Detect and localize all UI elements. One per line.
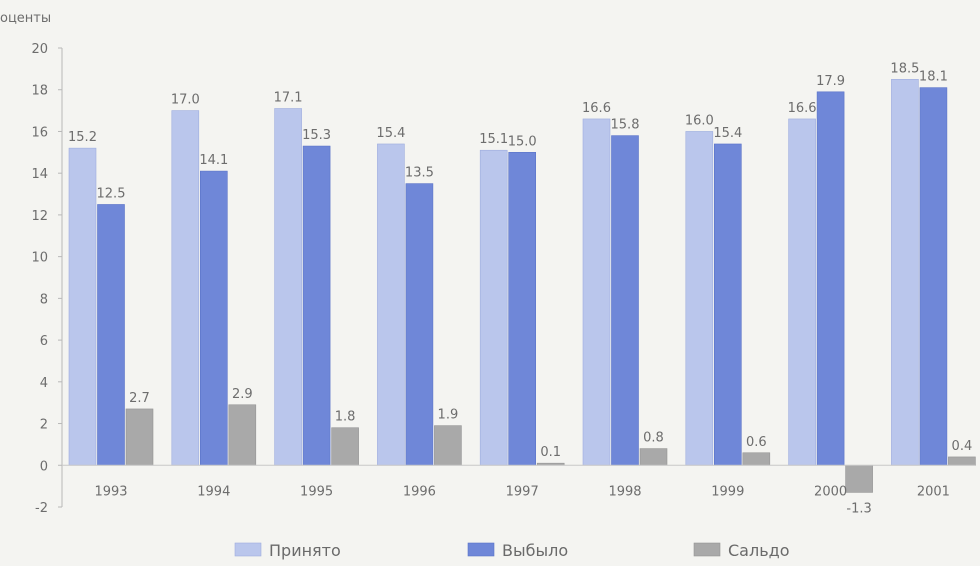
bar-prinyato	[788, 118, 816, 466]
data-label: 15.8	[611, 118, 640, 133]
data-label: 0.1	[540, 445, 561, 460]
bar-saldo	[331, 427, 359, 466]
data-label: 15.4	[713, 126, 742, 141]
bar-prinyato	[479, 149, 508, 466]
bar-saldo	[742, 452, 771, 466]
legend-swatch	[693, 542, 721, 557]
legend-label: Сальдо	[728, 541, 789, 560]
x-tick-label: 2001	[917, 484, 950, 499]
bar-prinyato	[274, 108, 302, 466]
data-label: 15.0	[508, 134, 537, 149]
data-label: 2.9	[232, 387, 253, 402]
x-tick-label: 1998	[608, 484, 641, 499]
bar-vybylo	[405, 183, 434, 466]
x-tick-label: 1997	[506, 484, 539, 499]
data-label: 0.8	[643, 431, 664, 446]
x-tick-label: 1995	[300, 484, 333, 499]
bar-prinyato	[68, 147, 97, 466]
data-label: 17.9	[816, 74, 845, 89]
bar-vybylo	[302, 145, 331, 466]
data-label: 18.1	[919, 70, 948, 85]
y-axis: -2 0 2 4 6 8 10 12 14 16 18 20	[31, 42, 63, 516]
data-label: 15.1	[479, 132, 508, 147]
bar-saldo	[228, 404, 257, 466]
legend-swatch	[234, 542, 262, 557]
x-tick-label: 1993	[94, 484, 127, 499]
x-tick-label: 2000	[814, 484, 847, 499]
legend-label: Принято	[269, 541, 341, 560]
data-label: 2.7	[129, 391, 150, 406]
data-label: 12.5	[97, 186, 126, 201]
y-tick-label: 20	[31, 42, 48, 57]
bar-saldo	[434, 425, 462, 466]
legend: Принято Выбыло Сальдо	[234, 541, 789, 560]
bar-vybylo	[200, 170, 228, 466]
y-tick-label: 0	[40, 459, 48, 474]
y-tick-label: 18	[31, 84, 48, 99]
bar-saldo	[948, 456, 976, 466]
x-tick-label: 1994	[197, 484, 230, 499]
bars: 15.2 12.5 2.7 17.0 14.1 2.9 17.1 15.3 1.8 15.4 13.…	[68, 61, 976, 516]
y-tick-label: 16	[31, 125, 48, 140]
bar-saldo	[845, 464, 873, 493]
y-tick-label: 2	[40, 418, 48, 433]
data-label: 15.2	[68, 130, 97, 145]
legend-label: Выбыло	[502, 541, 568, 560]
bar-vybylo	[919, 87, 948, 466]
data-label: 16.0	[685, 113, 714, 128]
data-label: 0.6	[746, 435, 767, 450]
x-axis: 1993 1994 1995 1996 1997 1998 1999 2000 2001	[62, 464, 975, 499]
bar-vybylo	[816, 91, 845, 466]
data-label: 18.5	[890, 61, 919, 76]
bar-saldo	[639, 448, 668, 466]
bar-saldo	[125, 408, 154, 466]
y-tick-label: -2	[35, 501, 48, 516]
data-label: 13.5	[405, 166, 434, 181]
y-tick-label: 8	[40, 292, 48, 307]
data-label: -1.3	[846, 501, 871, 516]
data-label: 1.8	[335, 410, 356, 425]
data-label: 15.3	[302, 128, 331, 143]
y-tick-label: 6	[40, 334, 48, 349]
x-tick-label: 1996	[403, 484, 436, 499]
y-tick-label: 10	[31, 251, 48, 266]
data-label: 15.4	[376, 126, 405, 141]
y-axis-label: оценты	[0, 11, 51, 26]
data-label: 16.6	[582, 101, 611, 116]
bar-prinyato	[891, 78, 919, 466]
data-label: 14.1	[199, 153, 228, 168]
y-tick-label: 14	[31, 167, 48, 182]
bar-vybylo	[713, 143, 742, 466]
x-tick-label: 1999	[711, 484, 744, 499]
y-tick-label: 12	[31, 209, 48, 224]
bar-prinyato	[582, 118, 611, 466]
data-label: 17.0	[171, 93, 200, 108]
bar-prinyato	[685, 131, 714, 466]
y-tick-label: 4	[40, 376, 48, 391]
bar-vybylo	[611, 135, 639, 466]
data-label: 16.6	[788, 101, 817, 116]
bar-vybylo	[508, 152, 537, 466]
bar-vybylo	[97, 204, 125, 466]
data-label: 1.9	[438, 408, 459, 423]
legend-swatch	[467, 542, 495, 557]
bar-prinyato	[171, 110, 200, 466]
bar-prinyato	[377, 143, 405, 466]
data-label: 0.4	[952, 439, 973, 454]
data-label: 17.1	[274, 91, 303, 106]
